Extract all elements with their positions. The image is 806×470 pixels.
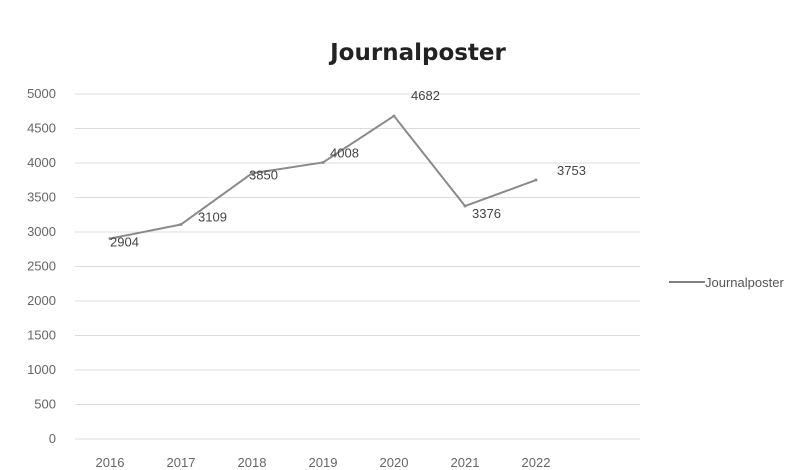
data-label: 3109 <box>198 209 227 224</box>
y-tick-label: 4000 <box>27 155 56 170</box>
x-tick-label: 2019 <box>309 455 338 470</box>
data-label: 2904 <box>110 235 139 250</box>
y-tick-label: 1000 <box>27 362 56 377</box>
x-tick-label: 2017 <box>167 455 196 470</box>
y-tick-label: 4500 <box>27 121 56 136</box>
y-tick-label: 2500 <box>27 259 56 274</box>
data-label: 4008 <box>330 145 359 160</box>
y-tick-label: 0 <box>49 431 56 446</box>
data-label: 3376 <box>472 206 501 221</box>
data-point <box>108 237 112 241</box>
y-tick-label: 3000 <box>27 224 56 239</box>
y-tick-label: 3500 <box>27 190 56 205</box>
data-point <box>392 114 396 118</box>
x-tick-label: 2020 <box>380 455 409 470</box>
y-tick-label: 2000 <box>27 293 56 308</box>
legend-label: Journalposter <box>705 275 784 290</box>
y-tick-label: 5000 <box>27 86 56 101</box>
x-tick-label: 2018 <box>238 455 267 470</box>
data-label: 3753 <box>557 163 586 178</box>
x-tick-label: 2016 <box>96 455 125 470</box>
data-point <box>250 171 254 175</box>
x-tick-label: 2022 <box>522 455 551 470</box>
y-tick-label: 1500 <box>27 328 56 343</box>
data-point <box>321 160 325 164</box>
data-point <box>463 204 467 208</box>
data-label: 4682 <box>411 88 440 103</box>
chart-title: Journalposter <box>330 40 506 66</box>
y-tick-label: 500 <box>34 397 56 412</box>
data-point <box>179 222 183 226</box>
data-label: 3850 <box>249 167 278 182</box>
x-tick-label: 2021 <box>451 455 480 470</box>
data-point <box>534 178 538 182</box>
